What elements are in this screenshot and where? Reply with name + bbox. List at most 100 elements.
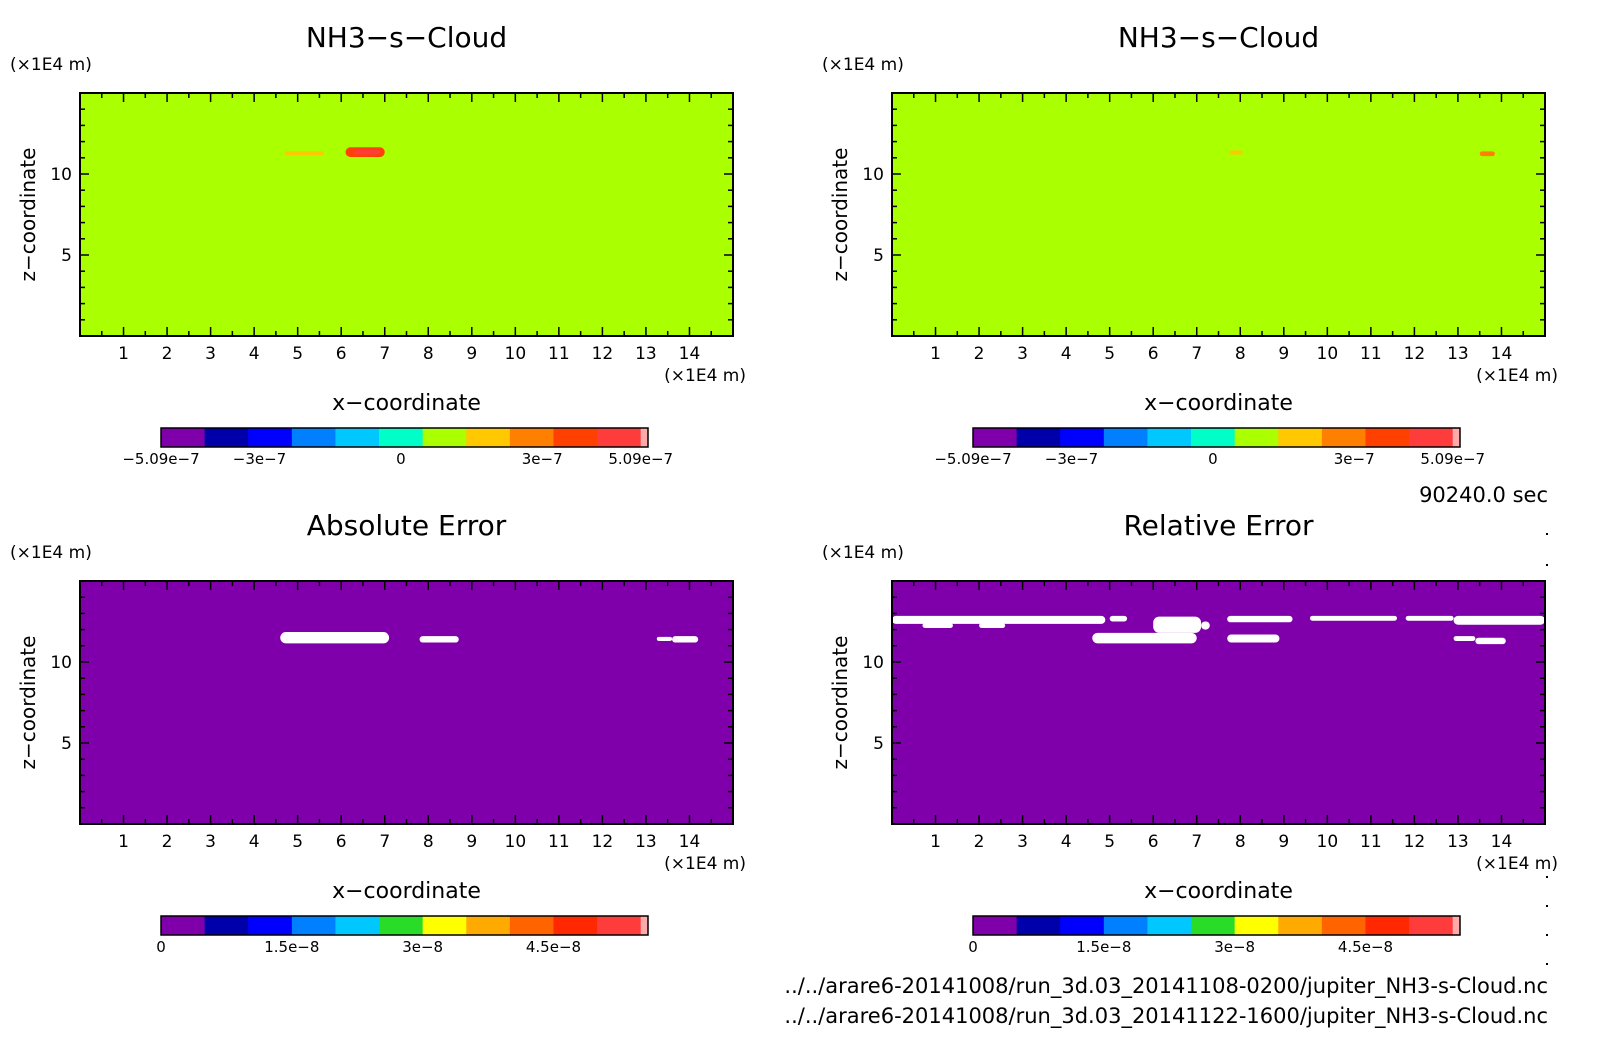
x-tick-label: 12 [1404, 344, 1426, 364]
y-tick-label: 5 [61, 734, 72, 754]
x-tick-label: 1 [118, 344, 129, 364]
y-unit-label: (×1E4 m) [10, 543, 92, 563]
data-patch [1453, 615, 1545, 625]
colorbar-tick-label: 1.5e−8 [264, 938, 319, 956]
colorbar-tick-label: 3e−8 [1214, 938, 1255, 956]
stray-dots [1546, 533, 1548, 965]
x-tick-label: 1 [930, 344, 941, 364]
data-patch [672, 636, 699, 643]
colorbar-overflow-cap [640, 428, 648, 447]
x-axis-label: x−coordinate [332, 879, 481, 904]
plot-background [892, 93, 1545, 336]
x-tick-label: 11 [1360, 344, 1382, 364]
data-patch [1227, 634, 1280, 643]
colorbar-segment [597, 916, 642, 935]
colorbar-tick-label: 4.5e−8 [526, 938, 581, 956]
x-tick-label: 4 [1061, 344, 1072, 364]
x-unit-label: (×1E4 m) [1476, 366, 1558, 386]
colorbar-frame [160, 915, 649, 936]
x-tick-label: 6 [336, 344, 347, 364]
x-tick-label: 2 [162, 832, 173, 852]
chart-title: NH3−s−Cloud [1118, 21, 1319, 54]
x-tick-label: 13 [635, 832, 657, 852]
x-tick-label: 3 [1017, 344, 1028, 364]
stray-dot [1546, 564, 1548, 566]
colorbar-segment [509, 916, 554, 935]
x-tick-label: 7 [1191, 344, 1202, 364]
stray-dot [1546, 533, 1548, 535]
x-tick-label: 14 [679, 344, 701, 364]
colorbar-segment [1234, 428, 1279, 447]
stray-dot [1546, 876, 1548, 878]
colorbar-segment [291, 428, 336, 447]
y-unit-label: (×1E4 m) [822, 543, 904, 563]
colorbar-segment [248, 428, 293, 447]
x-unit-label: (×1E4 m) [664, 854, 746, 874]
data-patch [419, 636, 459, 643]
colorbar-tick-label: −5.09e−7 [122, 450, 199, 468]
x-tick-label: 7 [379, 832, 390, 852]
y-tick-label: 10 [862, 653, 884, 673]
colorbar-segment [1060, 916, 1105, 935]
x-tick-label: 6 [336, 832, 347, 852]
colorbar-frame [972, 915, 1461, 936]
stray-dot [1546, 905, 1548, 907]
y-tick-label: 5 [873, 734, 884, 754]
x-tick-label: 6 [1148, 832, 1159, 852]
x-tick-label: 11 [548, 344, 570, 364]
x-tick-label: 2 [974, 344, 985, 364]
data-patch [1405, 615, 1454, 621]
colorbar-segment [973, 428, 1018, 447]
x-tick-label: 14 [1491, 832, 1513, 852]
plot-background [80, 581, 733, 824]
colorbar-segment [1103, 428, 1148, 447]
data-patch [1475, 637, 1506, 645]
colorbar-tick-label: 0 [968, 938, 978, 956]
data-patch [354, 149, 381, 155]
y-unit-label: (×1E4 m) [822, 55, 904, 75]
colorbar-tick-label: 0 [156, 938, 166, 956]
colorbar-segment [1321, 916, 1366, 935]
x-tick-label: 2 [974, 832, 985, 852]
chart-panel-2: NH3−s−Cloud(×1E4 m)1 2 3 4 5 6 7 8 9 10 11 12 13 1451… [822, 21, 1558, 468]
x-tick-label: 8 [1235, 344, 1246, 364]
colorbar-segment [1278, 916, 1323, 935]
colorbar-segment [204, 916, 249, 935]
colorbar-segment [379, 428, 424, 447]
data-patch [1201, 621, 1210, 630]
chart-panel-4: Relative Error(×1E4 m)1 2 3 4 5 6 7 8 9 10 11 12 13 1… [822, 509, 1558, 956]
data-patch [1229, 150, 1243, 155]
colorbar-segment [1147, 916, 1192, 935]
data-patch [1479, 151, 1495, 157]
plot-background [80, 93, 733, 336]
colorbar-tick-label: −3e−7 [233, 450, 286, 468]
colorbar-segment [422, 916, 467, 935]
x-tick-label: 5 [292, 344, 303, 364]
colorbar-segment [1409, 428, 1454, 447]
y-tick-label: 5 [873, 246, 884, 266]
x-tick-label: 6 [1148, 344, 1159, 364]
x-tick-label: 10 [505, 344, 527, 364]
colorbar-tick-label: 0 [396, 450, 406, 468]
colorbar-overflow-cap [640, 916, 648, 935]
x-tick-label: 8 [1235, 832, 1246, 852]
x-tick-label: 12 [1404, 832, 1426, 852]
colorbar-segment [1191, 428, 1236, 447]
x-tick-label: 4 [249, 832, 260, 852]
colorbar-tick-label: 3e−8 [402, 938, 443, 956]
colorbar-segment [422, 428, 467, 447]
colorbar-segment [161, 916, 206, 935]
colorbar-overflow-cap [1452, 428, 1460, 447]
y-axis-label: z−coordinate [828, 148, 852, 282]
colorbar-segment [1147, 428, 1192, 447]
x-tick-label: 12 [592, 344, 614, 364]
colorbar-segment [973, 916, 1018, 935]
file-path-1: ../../arare6-20141008/run_3d.03_20141108… [784, 974, 1548, 999]
colorbar-segment [204, 428, 249, 447]
x-tick-label: 2 [162, 344, 173, 364]
colorbar-segment [466, 916, 511, 935]
x-tick-label: 13 [635, 344, 657, 364]
colorbar-segment [553, 916, 598, 935]
colorbar-tick-label: 0 [1208, 450, 1218, 468]
